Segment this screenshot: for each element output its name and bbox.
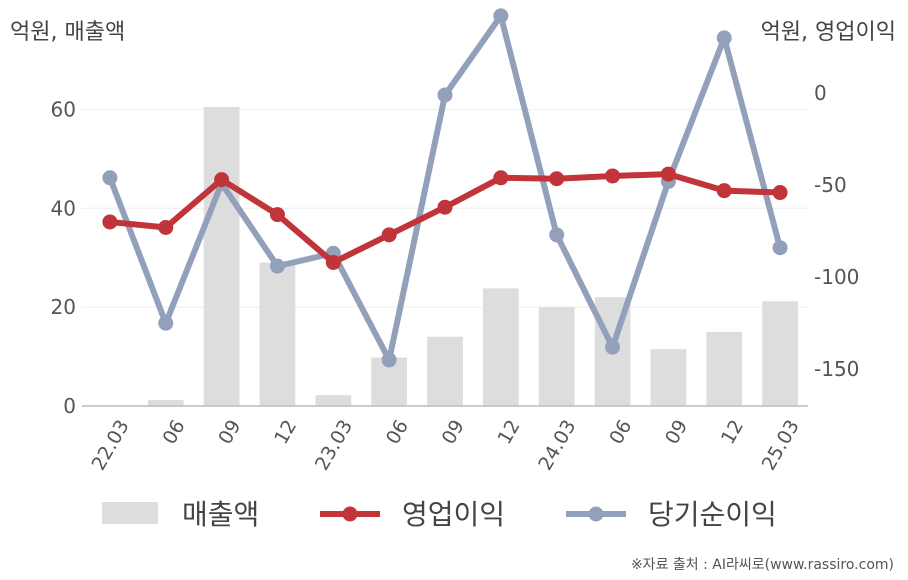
revenue-bar <box>482 288 519 406</box>
legend-net-marker <box>588 506 604 522</box>
left-tick-label: 20 <box>51 295 76 319</box>
net-income-point <box>772 240 788 256</box>
net-income-point <box>605 339 621 355</box>
x-tick-label: 12 <box>494 416 525 448</box>
revenue-bar <box>650 349 687 406</box>
net-income-point <box>437 87 453 103</box>
revenue-bars <box>147 106 798 406</box>
profit-lines <box>102 8 788 368</box>
operating-profit-point <box>605 168 621 184</box>
net-income-point <box>269 258 285 274</box>
operating-profit-point <box>102 214 118 230</box>
revenue-bar <box>203 106 240 406</box>
revenue-bar <box>427 336 463 406</box>
legend-revenue-label: 매출액 <box>182 498 259 531</box>
legend-operating-marker <box>342 506 358 522</box>
left-tick-label: 60 <box>51 97 76 121</box>
x-tick-label: 06 <box>382 416 413 448</box>
x-tick-label: 25.03 <box>758 416 804 474</box>
operating-profit-point <box>493 170 509 186</box>
right-tick-label: -150 <box>814 357 859 381</box>
x-tick-label: 12 <box>717 416 748 448</box>
legend-revenue-swatch <box>102 502 158 524</box>
operating-profit-point <box>325 254 341 270</box>
x-tick-label: 09 <box>661 416 692 448</box>
net-income-point <box>102 170 118 186</box>
left-tick-label: 0 <box>63 394 76 418</box>
net-income-point <box>716 30 732 46</box>
revenue-bar <box>147 400 184 406</box>
source-credit: ※자료 출처 : AI라씨로(www.rassiro.com) <box>630 557 894 573</box>
operating-profit-point <box>158 219 174 235</box>
net-income-point <box>158 315 174 331</box>
right-tick-label: -100 <box>814 265 859 289</box>
net-income-point <box>493 8 509 24</box>
revenue-bar <box>315 395 352 406</box>
right-axis-unit-label: 억원, 영업이익 <box>760 20 896 45</box>
x-tick-label: 09 <box>438 416 469 448</box>
revenue-bar <box>706 331 743 406</box>
operating-profit-point <box>772 185 788 201</box>
left-axis-unit-label: 억원, 매출액 <box>10 20 126 45</box>
right-tick-label: 0 <box>814 81 827 105</box>
left-tick-label: 40 <box>51 196 76 220</box>
revenue-bar <box>538 307 575 406</box>
x-tick-label: 06 <box>605 416 636 448</box>
net-income-point <box>549 227 565 243</box>
operating-profit-point <box>437 199 453 215</box>
operating-profit-point <box>549 171 565 187</box>
axes: 0 20 40 60 0 -50 -100 -150 22.03 06 09 12 23.03 06 09 1… <box>51 81 860 474</box>
x-tick-label: 12 <box>270 416 301 448</box>
revenue-bar <box>762 301 798 406</box>
operating-profit-point <box>716 183 732 199</box>
right-tick-label: -50 <box>814 173 847 197</box>
net-income-point <box>381 352 397 368</box>
operating-profit-point <box>381 227 397 243</box>
x-tick-label: 24.03 <box>534 416 580 474</box>
operating-profit-point <box>660 166 676 182</box>
legend: 매출액 영업이익 당기순이익 <box>102 498 777 531</box>
x-tick-label: 23.03 <box>311 416 357 474</box>
x-tick-label: 22.03 <box>88 416 134 474</box>
operating-profit-point <box>269 207 285 223</box>
legend-operating-label: 영업이익 <box>402 498 505 531</box>
legend-net-label: 당기순이익 <box>648 498 777 531</box>
revenue-bar <box>259 262 296 406</box>
x-tick-label: 09 <box>214 416 245 448</box>
operating-profit-point <box>214 172 230 188</box>
x-tick-label: 06 <box>158 416 189 448</box>
